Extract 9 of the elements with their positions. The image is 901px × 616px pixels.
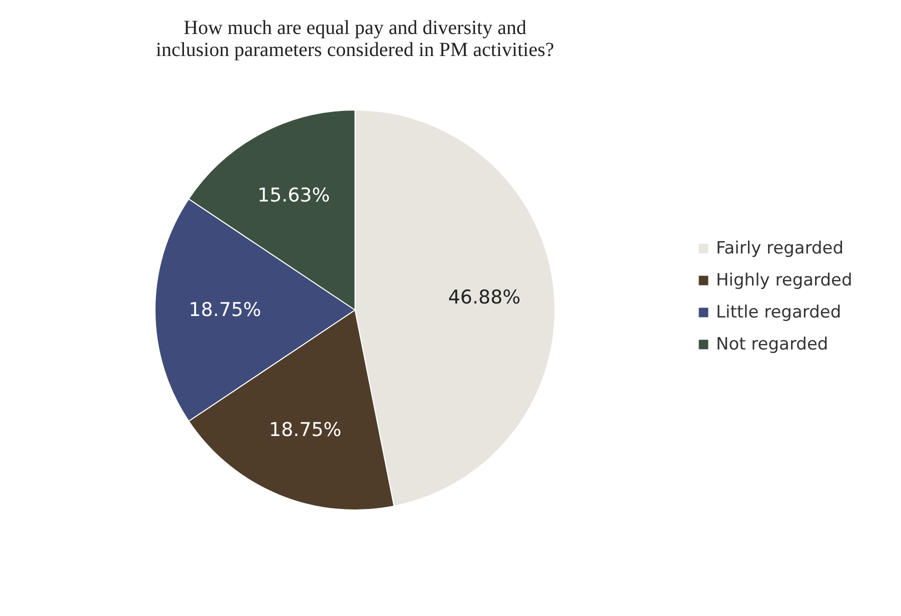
legend-label: Not regarded xyxy=(716,334,828,354)
data-label: 18.75% xyxy=(188,299,262,322)
data-label: 15.63% xyxy=(257,184,330,206)
legend-label: Little regarded xyxy=(716,302,842,322)
data-label: 46.88% xyxy=(448,286,521,308)
legend-label: Highly regarded xyxy=(716,270,852,290)
chart-title: How much are equal pay and diversity and inclusion parameters considered in PM activities? xyxy=(156,17,554,61)
legend-label: Fairly regarded xyxy=(716,238,844,258)
data-label: 18.75% xyxy=(269,419,342,442)
